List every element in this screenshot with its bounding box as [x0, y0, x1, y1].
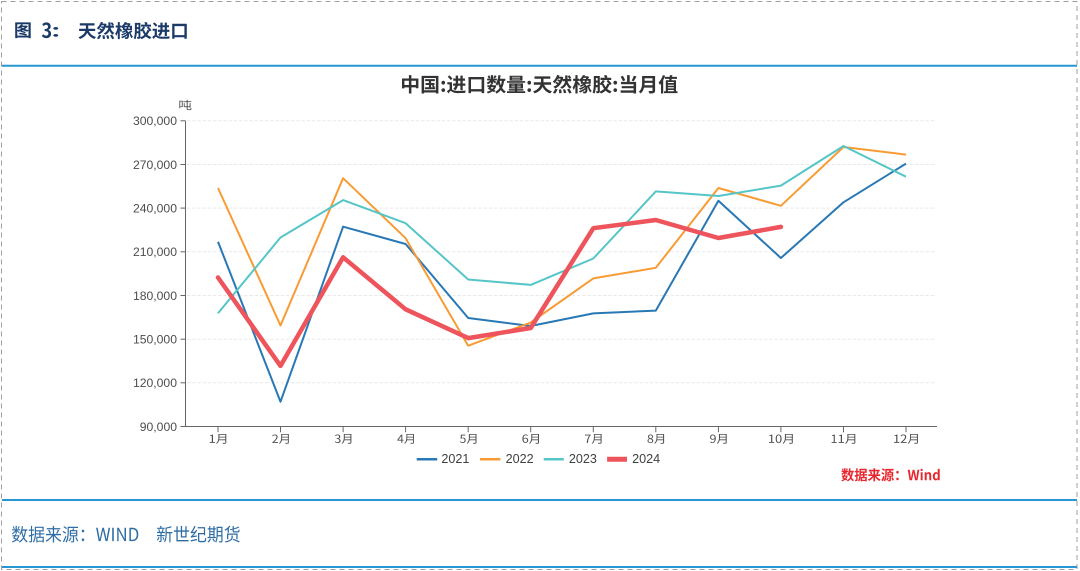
svg-text:270,000: 270,000: [133, 158, 177, 172]
svg-text:2024: 2024: [632, 452, 660, 466]
svg-text:210,000: 210,000: [133, 245, 177, 259]
svg-text:120,000: 120,000: [133, 376, 177, 390]
svg-text:2022: 2022: [506, 452, 534, 466]
svg-text:150,000: 150,000: [133, 333, 177, 347]
svg-text:2021: 2021: [441, 452, 469, 466]
svg-text:240,000: 240,000: [133, 201, 177, 215]
svg-text:90,000: 90,000: [140, 420, 177, 434]
svg-text:2023: 2023: [569, 452, 597, 466]
svg-text:300,000: 300,000: [133, 114, 177, 128]
svg-text:180,000: 180,000: [133, 289, 177, 303]
